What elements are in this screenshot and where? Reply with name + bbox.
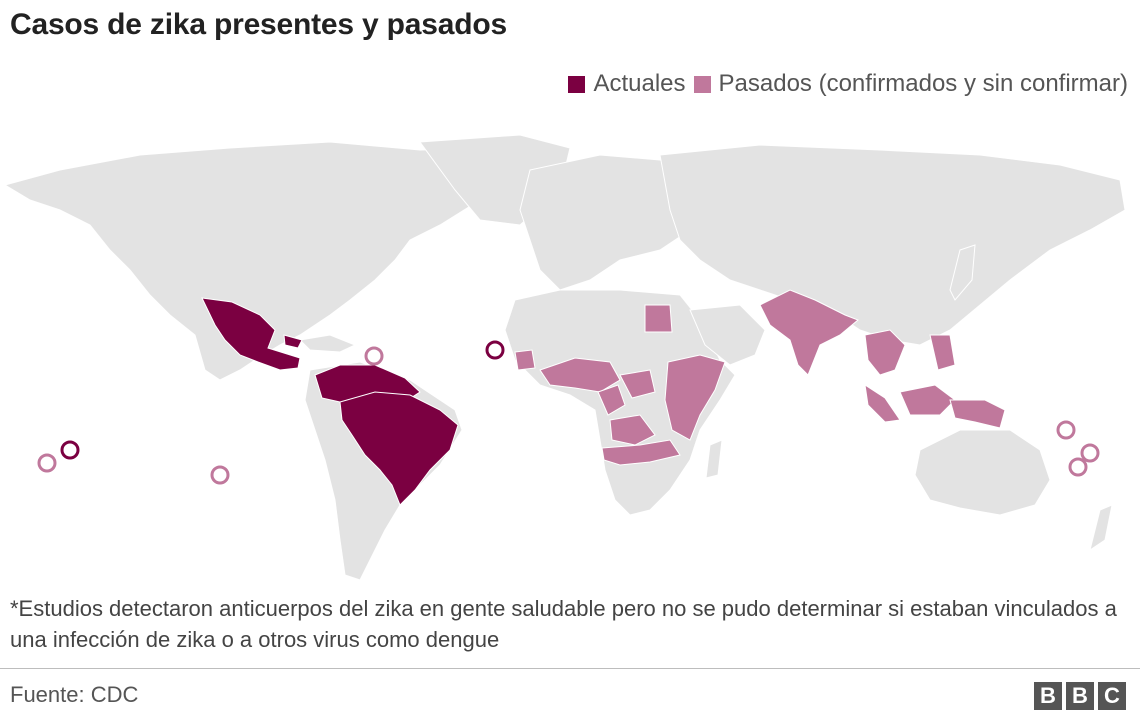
- world-map: [3, 134, 1126, 581]
- land-madagascar: [705, 439, 723, 479]
- land-arabia: [689, 304, 766, 366]
- marker-past-caribbean-island: [364, 346, 384, 366]
- source-label: Fuente: CDC: [10, 682, 139, 707]
- region-nigeria: [597, 384, 626, 416]
- current-cases-regions: [201, 297, 459, 506]
- land-australia: [914, 429, 1051, 516]
- marker-past-vanuatu: [1080, 443, 1100, 463]
- chart-title: Casos de zika presentes y pasados: [10, 8, 507, 41]
- marker-past-pacific-west: [37, 453, 57, 473]
- region-indonesia: [899, 384, 956, 416]
- land-new-zealand: [1089, 504, 1113, 552]
- land-japan: [949, 244, 976, 301]
- bbc-logo: B B C: [1034, 682, 1126, 710]
- region-mexico-central-america: [201, 297, 301, 371]
- region-angola: [601, 439, 681, 466]
- bbc-logo-letter: B: [1066, 682, 1094, 710]
- marker-current-cape-verde: [485, 340, 505, 360]
- marker-past-easter-island: [210, 465, 230, 485]
- region-india: [759, 289, 859, 376]
- region-malaysia: [864, 383, 901, 423]
- legend-label-past: Pasados (confirmados y sin confirmar): [718, 70, 1128, 97]
- region-caribbean: [283, 334, 303, 349]
- marker-past-solomon-islands: [1056, 420, 1076, 440]
- region-west-africa: [539, 357, 621, 393]
- region-brazil-and-neighbors: [339, 391, 459, 506]
- region-gabon-congo: [609, 414, 656, 446]
- region-east-africa: [664, 354, 726, 441]
- land-cuba: [298, 334, 357, 353]
- region-philippines: [929, 334, 956, 371]
- past-cases-regions: [514, 289, 1006, 466]
- island-markers: [37, 340, 1100, 485]
- bbc-logo-letter: B: [1034, 682, 1062, 710]
- land-asia: [659, 144, 1126, 346]
- region-sulawesi-png: [949, 399, 1006, 429]
- marker-current-hawaii: [60, 440, 80, 460]
- region-central-africa: [619, 369, 656, 399]
- divider: [0, 668, 1140, 669]
- footnote: *Estudios detectaron anticuerpos del zik…: [10, 596, 1117, 652]
- legend-swatch-past: [693, 75, 711, 93]
- region-senegal: [514, 349, 536, 371]
- bbc-logo-letter: C: [1098, 682, 1126, 710]
- legend-item-current: Actuales: [568, 70, 686, 98]
- region-egypt: [644, 304, 673, 333]
- legend: Actuales Pasados (confirmados y sin conf…: [568, 70, 1128, 98]
- legend-item-past: Pasados (confirmados y sin confirmar): [693, 70, 1128, 98]
- land-north-america: [3, 141, 521, 381]
- land-base: [3, 134, 1126, 581]
- marker-past-fiji: [1068, 457, 1088, 477]
- region-southeast-asia: [864, 329, 906, 376]
- legend-swatch-current: [568, 75, 586, 93]
- legend-label-current: Actuales: [593, 70, 686, 97]
